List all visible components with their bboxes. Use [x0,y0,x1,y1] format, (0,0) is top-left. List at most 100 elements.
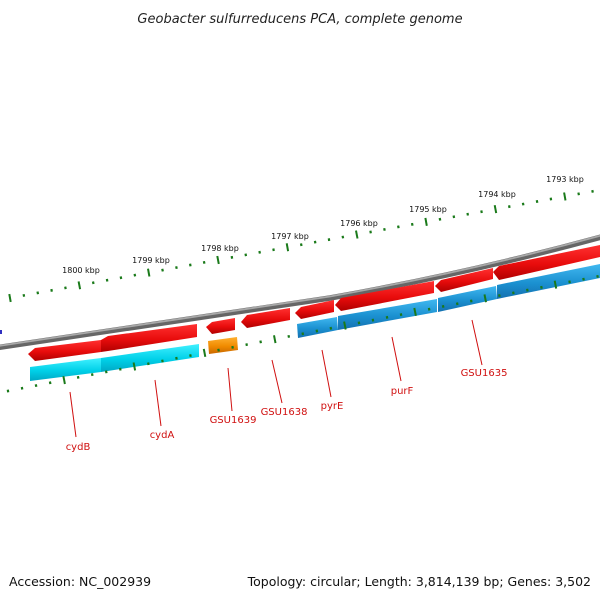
kbp-label-1794: 1794 kbp [478,190,516,199]
inner-track-major-tick [343,321,347,330]
inner-track-minor-tick [76,375,80,379]
gene-arrow-GSU1639-fwd [206,318,235,334]
outer-track-minor-tick [577,192,580,196]
kbp-label-1797: 1797 kbp [271,232,309,241]
inner-tick-track [6,274,599,393]
outer-track-major-tick [147,268,151,277]
inner-track-major-tick [273,335,277,344]
outer-track-major-tick [424,217,428,226]
leader-cydA [154,379,162,427]
outer-track-minor-tick [258,250,261,254]
gene-block-GSU1639-rev [208,337,238,354]
outer-track-major-tick [77,281,82,290]
gene-arrow-cydA-fwd [101,324,197,352]
gene-label-GSU1635: GSU1635 [461,368,508,379]
inner-track-minor-tick [498,294,501,298]
leader-GSU1638 [271,359,283,404]
outer-track-major-tick [563,192,567,201]
forward-strand-track [28,245,600,361]
inner-track-major-tick [202,348,207,357]
outer-tick-track [8,189,594,303]
outer-track-major-tick [216,255,220,265]
outer-track-minor-tick [521,202,525,206]
outer-track-minor-tick [313,240,317,244]
accession-text: Accession: NC_002939 [9,574,151,589]
inner-track-minor-tick [427,307,431,311]
inner-track-minor-tick [20,386,24,390]
outer-track-minor-tick [244,253,248,257]
inner-track-minor-tick [245,343,248,347]
gene-label-cydB: cydB [66,442,91,453]
outer-track-minor-tick [64,286,67,290]
kbp-label-1800: 1800 kbp [62,266,100,275]
gene-label-cydA: cydA [150,430,175,441]
inner-track-minor-tick [385,315,389,319]
gene-block-cydA-rev [101,344,199,372]
leader-cydB [69,391,77,438]
inner-track-major-tick [483,294,487,303]
backbone-edge-marker [0,330,2,334]
gene-label-leaders [69,319,483,438]
gene-arrow-1634-fwd [493,245,600,280]
gene-labels: cydB cydA GSU1639 GSU1638 pyrE purF GSU1… [66,368,508,453]
inner-track-minor-tick [161,359,164,363]
outer-track-minor-tick [119,276,123,280]
outer-track-minor-tick [535,199,539,204]
inner-track-major-tick [553,280,558,289]
kbp-label-1796: 1796 kbp [340,219,378,228]
kbp-label-1793: 1793 kbp [546,175,584,184]
inner-track-minor-tick [104,370,108,374]
outer-track-minor-tick [383,227,386,231]
gene-label-pyrE: pyrE [321,401,344,412]
gene-block-purF-rev [338,299,437,330]
outer-track-minor-tick [438,217,442,221]
inner-track-minor-tick [259,340,262,344]
inner-track-minor-tick [287,334,291,338]
inner-track-minor-tick [512,291,515,295]
leader-GSU1639 [227,367,233,412]
outer-track-minor-tick [397,225,400,229]
kbp-labels: 1800 kbp 1799 kbp 1798 kbp 1797 kbp 1796… [62,175,584,275]
outer-track-minor-tick [36,291,40,295]
gene-label-GSU1639: GSU1639 [210,415,257,426]
inner-track-minor-tick [371,318,375,322]
leader-GSU1635 [471,319,483,366]
kbp-label-1798: 1798 kbp [201,244,239,253]
map-title: Geobacter sulfurreducens PCA, complete g… [137,12,462,27]
inner-track-minor-tick [34,384,38,388]
inner-track-minor-tick [357,321,361,325]
inner-track-minor-tick [48,381,52,385]
outer-track-minor-tick [175,266,178,270]
outer-track-minor-tick [22,293,26,297]
outer-track-minor-tick [480,210,483,214]
inner-track-minor-tick [315,329,319,333]
outer-track-minor-tick [161,268,164,272]
kbp-label-1799: 1799 kbp [132,256,170,265]
gene-arrow-pyrE-fwd [295,300,334,319]
leader-pyrE [321,349,332,398]
inner-track-minor-tick [441,304,445,308]
inner-track-major-tick [62,376,66,385]
gene-arrow-cydB-fwd [28,340,101,361]
inner-track-minor-tick [301,332,305,336]
inner-track-minor-tick [469,299,473,303]
leader-purF [391,336,402,382]
gene-block-cydB-rev [30,358,101,381]
outer-track-minor-tick [91,281,95,285]
inner-track-major-tick [132,362,137,371]
genome-backbone [0,234,600,351]
outer-track-major-tick [493,205,498,214]
gene-arrow-purF-fwd [335,281,434,311]
gene-arrow-GSU1635-fwd [435,268,493,292]
inner-track-minor-tick [175,356,178,360]
inner-track-minor-tick [582,277,585,281]
inner-track-minor-tick [329,326,333,330]
inner-track-minor-tick [568,280,571,284]
gene-block-1634-rev [497,264,600,299]
kbp-label-1795: 1795 kbp [409,205,447,214]
outer-track-minor-tick [133,273,137,277]
gene-block-GSU1635-rev [438,286,497,312]
outer-track-minor-tick [202,260,206,264]
topology-text: Topology: circular; Length: 3,814,139 bp… [247,574,591,589]
gene-arrow-GSU1638-fwd [241,308,290,328]
